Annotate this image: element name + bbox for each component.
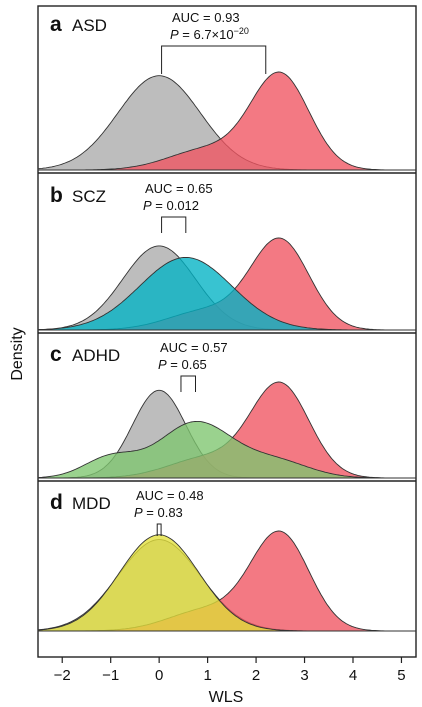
panels: a ASD AUC = 0.93P = 6.7×10−20 b SCZ AUC = 0.6… (37, 10, 416, 632)
auc-label: AUC = 0.65 (145, 181, 213, 196)
p-value-label: P = 0.83 (134, 505, 183, 520)
x-tick-label: 5 (397, 667, 405, 684)
x-tick-label: −2 (54, 667, 71, 684)
panel-b: b SCZ AUC = 0.65 P = 0.012 (37, 181, 416, 331)
x-axis: −2 −1 0 1 2 3 4 5 (54, 657, 406, 684)
panel-c: c ADHD AUC = 0.57 P = 0.65 (37, 340, 416, 479)
p-value-label: P = 0.65 (158, 357, 207, 372)
density-curve-2 (37, 534, 416, 632)
x-tick-label: 2 (252, 667, 260, 684)
auc-label: AUC = 0.57 (160, 340, 228, 355)
p-value-label: P = 6.7×10−20 (170, 26, 249, 42)
panel-letter: c (50, 343, 62, 366)
x-tick-label: 3 (300, 667, 308, 684)
significance-bracket (161, 45, 267, 74)
significance-bracket (180, 375, 196, 392)
x-axis-label: WLS (209, 689, 244, 706)
panel-d: d MDD AUC = 0.48 P = 0.83 (37, 488, 416, 632)
plot-frame (37, 5, 417, 658)
significance-bracket (161, 216, 187, 233)
axes-frame (37, 5, 417, 658)
auc-label: AUC = 0.93 (172, 10, 240, 25)
panel-a: a ASD AUC = 0.93P = 6.7×10−20 (37, 10, 416, 171)
y-axis-label: Density (9, 327, 26, 380)
disorder-label: ADHD (72, 346, 120, 365)
x-tick-label: 1 (203, 667, 211, 684)
x-tick-label: −1 (102, 667, 119, 684)
p-value-label: P = 0.012 (143, 198, 199, 213)
disorder-label: MDD (72, 494, 111, 513)
x-tick-label: 0 (155, 667, 163, 684)
disorder-label: SCZ (72, 187, 106, 206)
x-tick-label: 4 (349, 667, 357, 684)
panel-letter: a (50, 13, 62, 36)
density-curve-1 (38, 71, 416, 171)
density-curve-2 (37, 420, 416, 479)
auc-label: AUC = 0.48 (136, 488, 204, 503)
panel-letter: d (50, 491, 63, 514)
disorder-label: ASD (72, 16, 107, 35)
panel-letter: b (50, 184, 63, 207)
significance-bracket (156, 523, 162, 536)
